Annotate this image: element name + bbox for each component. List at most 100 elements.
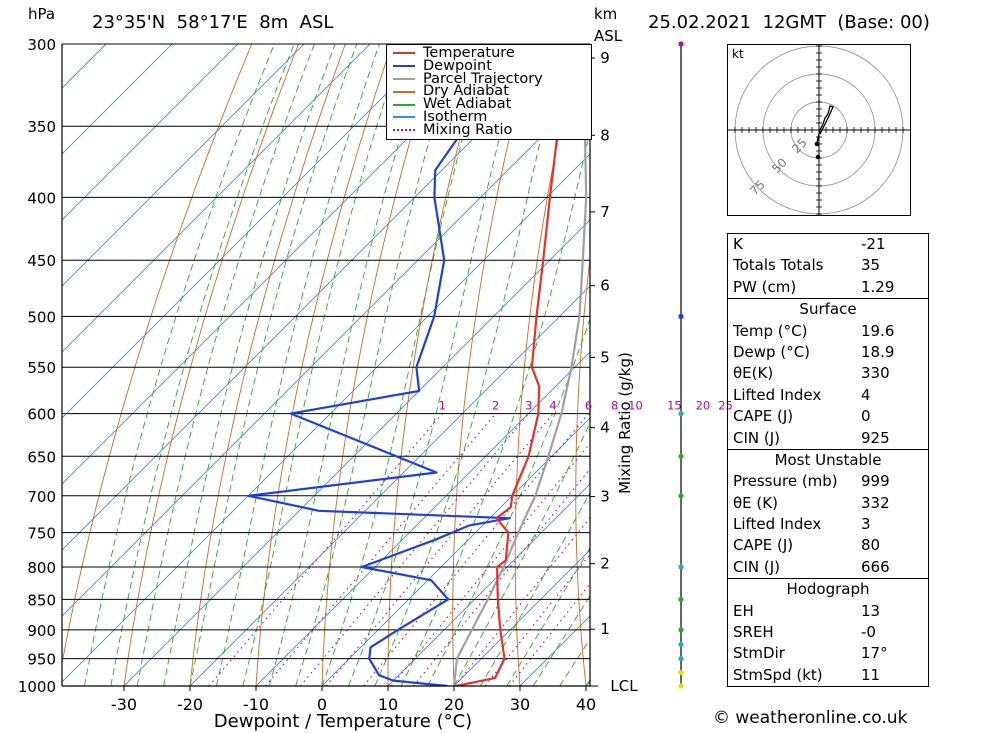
legend-label: Dewpoint	[423, 57, 492, 74]
wind-level-dot	[678, 493, 684, 499]
mixing-ratio-label: 25	[718, 399, 733, 413]
hodograph-unit-label: kt	[732, 47, 744, 61]
isotherm-line	[62, 87, 590, 617]
pressure-tick-label: 650	[27, 448, 56, 466]
index-row: CIN (J) 666	[728, 557, 928, 578]
index-row: θE(K) 330	[728, 363, 928, 384]
index-row: EH 13	[728, 601, 928, 622]
wet-adiabat-line	[83, 44, 275, 686]
wind-level-dot	[678, 656, 684, 662]
km-tick-label: 4	[600, 419, 610, 437]
x-axis-label: Dewpoint / Temperature (°C)	[214, 711, 472, 732]
index-section-title: Surface	[728, 298, 928, 320]
lcl-label: LCL	[610, 677, 638, 695]
mixing-ratio-label: 20	[696, 399, 711, 413]
index-row: StmSpd (kt) 11	[728, 665, 928, 686]
index-value: 4	[861, 385, 871, 404]
mixing-ratio-line	[264, 413, 497, 686]
wind-level-dot	[678, 41, 684, 47]
index-row: K -21	[728, 234, 928, 255]
index-value: -0	[861, 623, 876, 642]
index-label: Lifted Index	[733, 385, 822, 404]
legend-item: Dewpoint	[387, 57, 591, 74]
dewpoint-line	[247, 44, 511, 686]
km-tick-label: 2	[600, 555, 610, 573]
mixing-ratio-label: 2	[492, 399, 499, 413]
asl-unit-label: ASL	[594, 27, 623, 45]
parcel-trajectory-line	[452, 44, 589, 686]
wind-level-dot	[678, 453, 684, 459]
mixing-ratio-label: 1	[439, 399, 446, 413]
wind-level-dot	[678, 641, 684, 648]
isotherm-line	[453, 549, 590, 686]
wet-adiabat-line	[136, 44, 315, 686]
legend-item: Dry Adiabat	[387, 83, 591, 100]
index-value: 80	[861, 536, 881, 555]
pressure-tick-label: 400	[27, 189, 56, 207]
index-label: Dewp (°C)	[733, 342, 811, 361]
legend-label: Temperature	[423, 45, 515, 61]
index-label: EH	[733, 601, 754, 620]
pressure-tick-label: 350	[27, 118, 56, 136]
mixing-ratio-label: 15	[667, 399, 682, 413]
km-tick-label: 9	[600, 49, 610, 67]
index-section-title: Most Unstable	[728, 448, 928, 471]
legend-swatch	[393, 129, 415, 132]
index-value: -21	[861, 235, 886, 253]
dry-adiabat-line	[387, 44, 487, 686]
index-row: θE (K) 332	[728, 493, 928, 514]
index-value: 18.9	[861, 342, 895, 361]
mixing-ratio-label: 6	[585, 399, 592, 413]
dry-adiabat-line	[123, 44, 299, 686]
index-label: StmDir	[733, 644, 785, 663]
isotherm-line	[255, 351, 590, 686]
isotherm-line	[62, 153, 590, 683]
wind-level-dot	[678, 313, 684, 319]
index-value: 0	[861, 407, 871, 426]
chart-legend: Temperature Dewpoint Parcel Trajectory Dry …	[386, 44, 592, 140]
isotherm-line	[189, 285, 590, 686]
km-tick-label: 7	[600, 203, 610, 221]
wet-adiabat-line	[532, 594, 590, 686]
index-label: Temp (°C)	[733, 321, 808, 340]
dry-adiabat-line	[952, 44, 1000, 686]
temperature-tick-label: -30	[111, 695, 137, 714]
wind-level-dot	[678, 683, 684, 689]
index-value: 330	[861, 364, 890, 383]
index-section-title: Hodograph	[728, 578, 928, 600]
index-value: 17°	[861, 644, 888, 663]
wet-adiabat-line	[400, 129, 590, 686]
legend-label: Dry Adiabat	[423, 83, 509, 100]
isotherm-line	[62, 44, 437, 419]
wet-adiabat-line	[506, 547, 590, 686]
legend-item: Temperature	[387, 45, 591, 61]
temperature-tick-label: -10	[243, 695, 269, 714]
index-label: PW (cm)	[733, 277, 797, 296]
km-tick-label: 1	[600, 620, 610, 638]
index-row: PW (cm) 1.29	[728, 277, 928, 298]
legend-swatch	[393, 116, 415, 119]
wind-level-dot	[678, 411, 684, 417]
index-row: SREH -0	[728, 622, 928, 643]
index-value: 11	[861, 665, 881, 684]
mixing-ratio-label: 3	[525, 399, 532, 413]
index-row: Temp (°C) 19.6	[728, 321, 928, 342]
km-unit-label: km	[594, 5, 618, 23]
isotherm-line	[321, 417, 590, 686]
temperature-tick-label: 20	[444, 695, 464, 714]
index-row: CAPE (J) 0	[728, 406, 928, 427]
storm-motion-dot	[814, 141, 820, 147]
index-label: Totals Totals	[733, 256, 824, 275]
legend-item: Wet Adiabat	[387, 97, 591, 111]
dry-adiabat-line	[634, 44, 672, 686]
wind-level-dot	[678, 669, 684, 676]
legend-swatch	[393, 103, 415, 106]
index-label: θE(K)	[733, 364, 774, 383]
pressure-tick-label: 500	[27, 308, 56, 326]
temperature-tick-label: -20	[177, 695, 203, 714]
mixing-ratio-line	[325, 413, 554, 686]
wind-level-dot	[678, 564, 684, 570]
legend-label: Mixing Ratio	[423, 121, 513, 138]
